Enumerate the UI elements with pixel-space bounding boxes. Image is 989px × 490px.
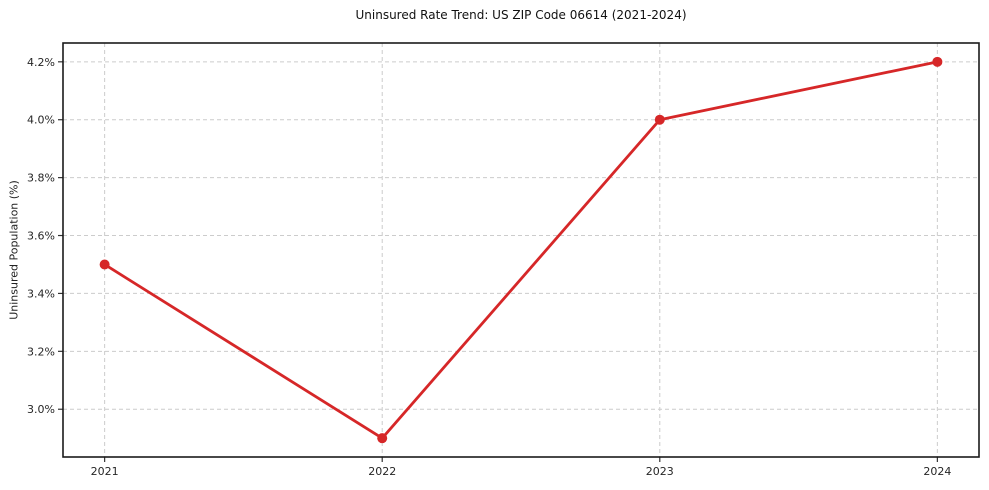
chart-title: Uninsured Rate Trend: US ZIP Code 06614 … <box>355 8 687 22</box>
y-tick-label: 3.8% <box>27 172 55 185</box>
data-point <box>377 433 388 444</box>
data-point <box>654 114 665 125</box>
data-point <box>99 259 110 270</box>
y-tick-label: 4.0% <box>27 114 55 127</box>
y-tick-label: 3.6% <box>27 230 55 243</box>
plot-border <box>62 42 980 458</box>
x-tick-label: 2022 <box>368 465 396 478</box>
x-tick-label: 2023 <box>646 465 674 478</box>
y-tick-label: 3.2% <box>27 345 55 358</box>
data-point <box>932 56 943 67</box>
trend-line <box>103 60 939 440</box>
y-tick-label: 3.4% <box>27 287 55 300</box>
y-tick-label: 3.0% <box>27 403 55 416</box>
x-tick-label: 2024 <box>923 465 951 478</box>
x-tick-label: 2021 <box>91 465 119 478</box>
y-tick-label: 4.2% <box>27 56 55 69</box>
